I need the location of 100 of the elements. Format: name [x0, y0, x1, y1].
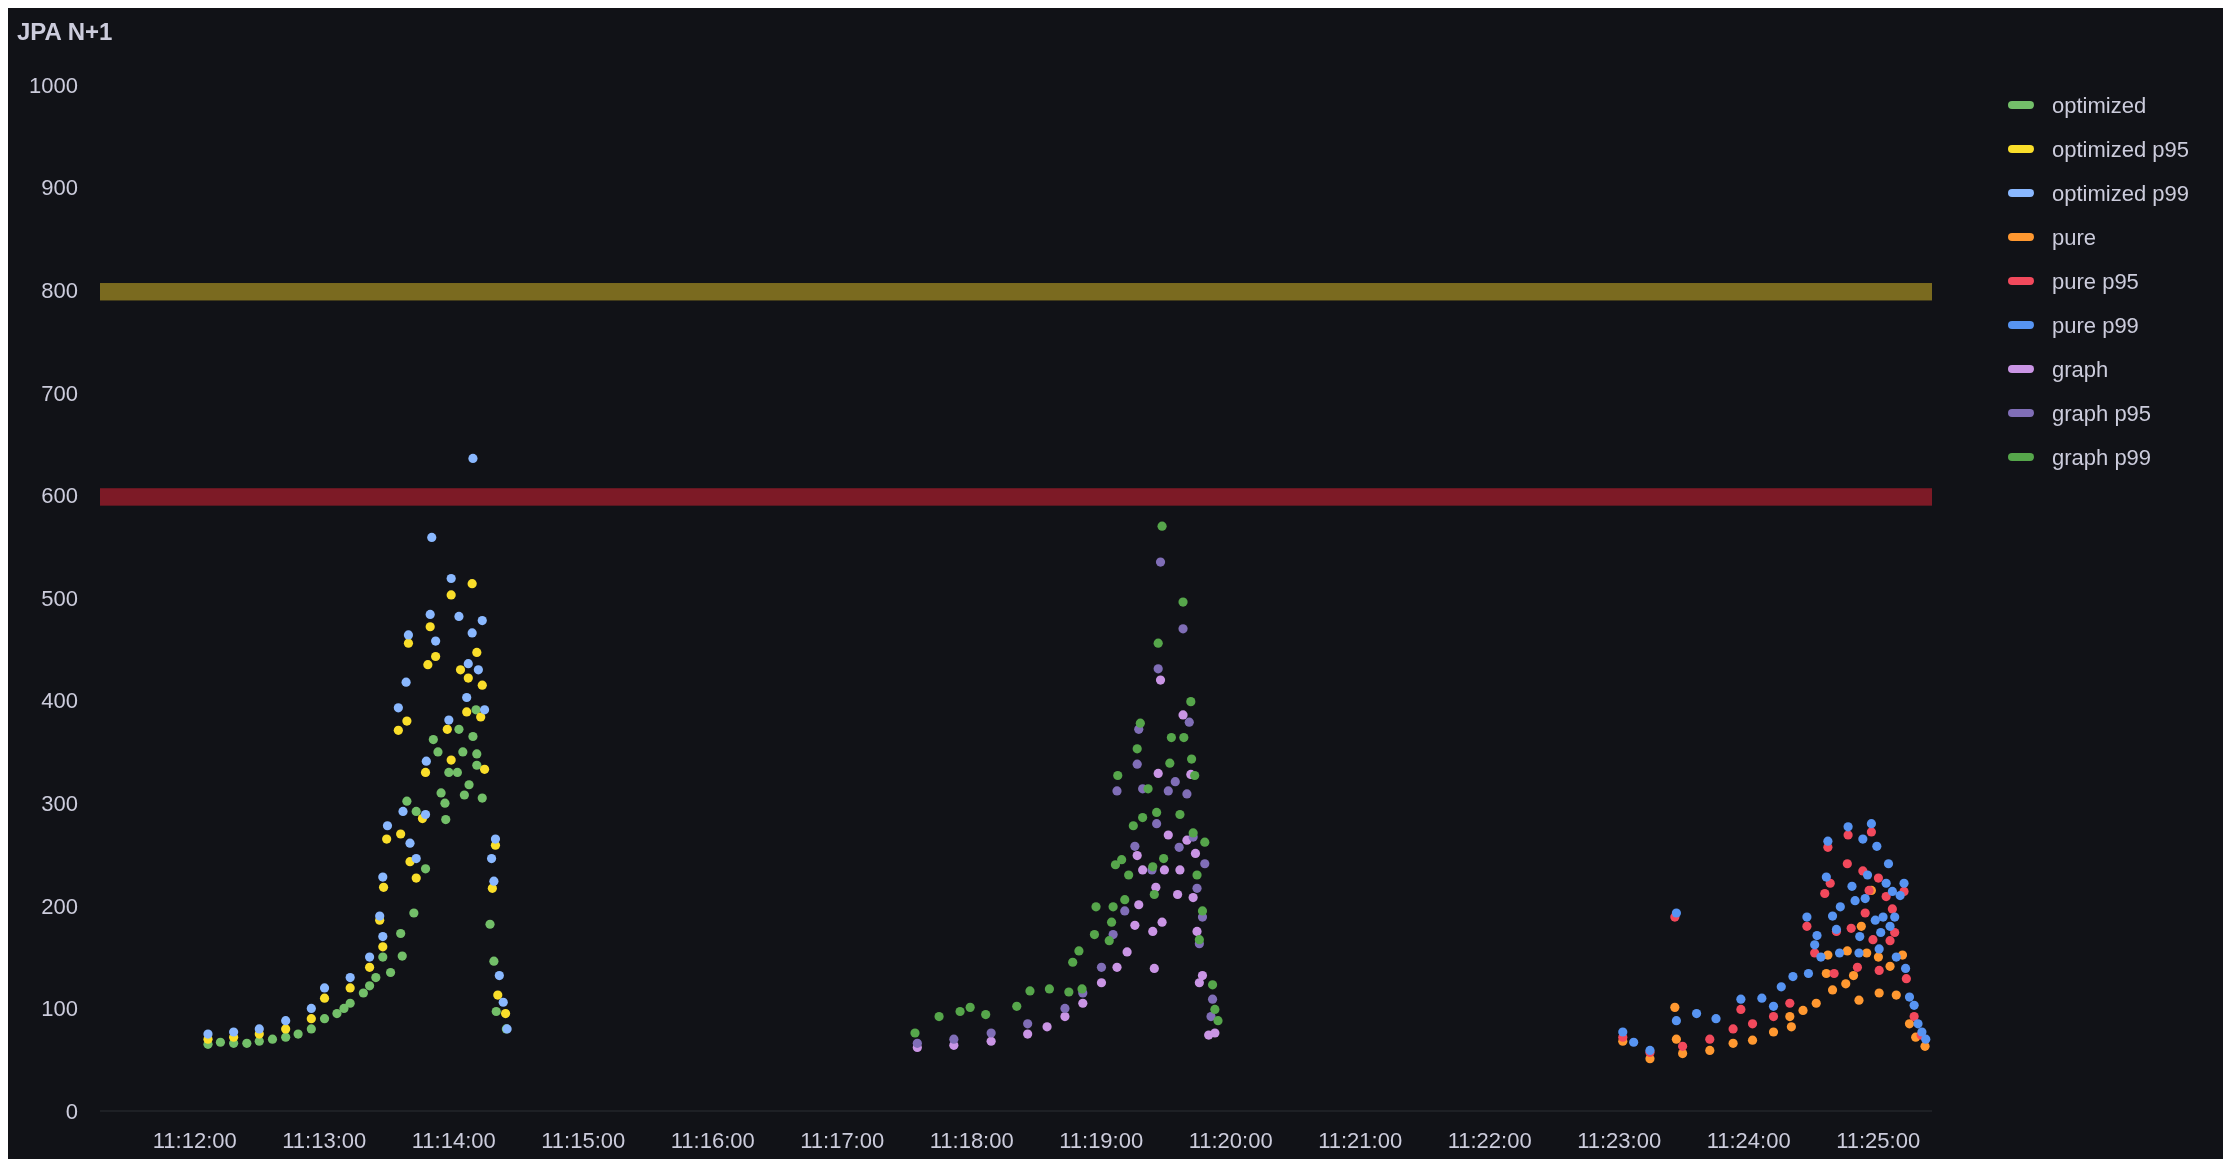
- point: [986, 1028, 996, 1038]
- y-tick-label: 900: [41, 175, 78, 201]
- x-tick-label: 11:25:00: [1836, 1128, 1921, 1153]
- point: [254, 1024, 264, 1034]
- point: [365, 952, 375, 962]
- point: [1194, 935, 1204, 945]
- point: [462, 692, 472, 703]
- x-tick-label: 11:19:00: [1059, 1128, 1144, 1153]
- point: [498, 997, 508, 1007]
- point: [1153, 664, 1163, 674]
- point: [1130, 920, 1140, 930]
- point: [454, 611, 464, 622]
- point: [402, 796, 412, 806]
- point: [1149, 889, 1159, 900]
- point: [1143, 784, 1153, 794]
- point: [1173, 889, 1183, 900]
- point: [965, 1002, 975, 1012]
- point: [1827, 911, 1838, 921]
- point: [441, 815, 451, 825]
- point: [440, 798, 450, 808]
- point: [401, 677, 411, 687]
- point: [1132, 850, 1142, 861]
- point: [1077, 984, 1087, 994]
- legend-label: optimized: [2052, 92, 2147, 118]
- point: [458, 747, 468, 757]
- point: [345, 998, 355, 1008]
- point: [455, 665, 466, 675]
- point: [332, 1008, 342, 1019]
- point: [1128, 821, 1138, 831]
- point: [433, 747, 443, 757]
- y-tick-label: 1000: [29, 72, 78, 98]
- point: [393, 703, 403, 713]
- point: [1163, 830, 1173, 840]
- point: [1207, 980, 1218, 990]
- point: [1042, 1022, 1052, 1032]
- y-tick-label: 0: [65, 1098, 78, 1124]
- point: [378, 882, 389, 892]
- point: [403, 638, 414, 648]
- point: [1883, 859, 1894, 869]
- point: [1887, 886, 1897, 897]
- point: [1904, 992, 1915, 1002]
- point: [1876, 927, 1886, 938]
- point: [1874, 944, 1884, 954]
- point: [382, 834, 392, 844]
- point: [1210, 1004, 1220, 1015]
- point: [1890, 912, 1900, 922]
- point: [955, 1006, 965, 1017]
- point: [1149, 963, 1159, 973]
- point: [1854, 948, 1864, 958]
- point: [1012, 1001, 1022, 1011]
- point: [1847, 881, 1857, 891]
- point: [1785, 1012, 1795, 1022]
- legend-label: pure: [2052, 224, 2097, 250]
- point: [411, 854, 421, 864]
- point: [1811, 998, 1821, 1008]
- point: [1711, 1014, 1721, 1024]
- point: [403, 630, 414, 640]
- point: [1163, 786, 1173, 796]
- point: [319, 993, 330, 1003]
- point: [1182, 789, 1192, 799]
- y-tick-label: 400: [41, 688, 78, 714]
- point: [420, 864, 431, 874]
- point: [267, 1034, 278, 1044]
- point: [1842, 859, 1852, 869]
- point: [1629, 1037, 1639, 1047]
- point: [402, 716, 412, 726]
- point: [1166, 732, 1176, 743]
- point: [1878, 912, 1888, 922]
- x-tick-label: 11:21:00: [1318, 1128, 1403, 1153]
- point: [420, 767, 431, 778]
- x-tick-label: 11:12:00: [152, 1128, 237, 1153]
- point: [1768, 1027, 1779, 1037]
- point: [912, 1038, 922, 1048]
- point: [1887, 904, 1897, 914]
- point: [1821, 872, 1831, 882]
- point: [487, 883, 497, 893]
- x-tick-label: 11:20:00: [1188, 1128, 1273, 1153]
- point: [1881, 891, 1891, 902]
- point: [1200, 837, 1210, 847]
- point: [1829, 968, 1839, 979]
- point: [1885, 921, 1895, 931]
- point: [1890, 927, 1900, 938]
- point: [1157, 917, 1167, 927]
- point: [339, 1003, 349, 1013]
- point: [1866, 827, 1876, 837]
- point: [1060, 1003, 1070, 1013]
- point: [986, 1036, 996, 1046]
- point: [1881, 878, 1891, 888]
- point: [1078, 998, 1088, 1008]
- point: [397, 951, 407, 961]
- point: [428, 734, 438, 745]
- point: [1174, 842, 1184, 852]
- point: [1175, 865, 1185, 875]
- point: [1850, 896, 1860, 906]
- point: [500, 1008, 511, 1019]
- legend-label: graph p99: [2052, 444, 2152, 470]
- point: [281, 1016, 291, 1026]
- point: [431, 651, 441, 662]
- point: [1122, 947, 1132, 957]
- point: [1858, 834, 1868, 844]
